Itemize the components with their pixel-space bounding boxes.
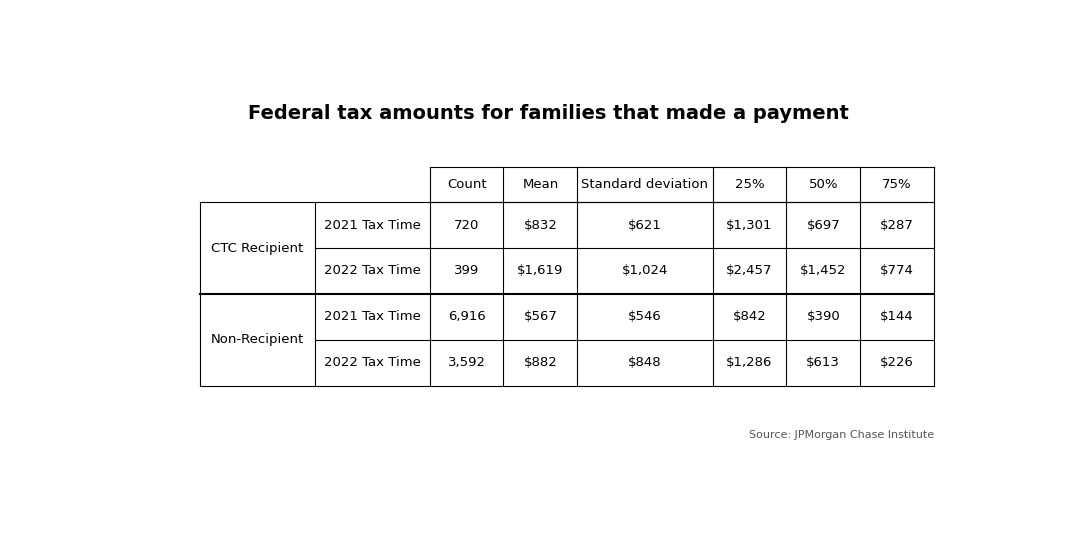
Text: 50%: 50% bbox=[809, 178, 838, 191]
Text: $882: $882 bbox=[523, 356, 557, 369]
Text: Non-Recipient: Non-Recipient bbox=[211, 333, 304, 346]
Text: $842: $842 bbox=[733, 310, 766, 323]
Text: 2021 Tax Time: 2021 Tax Time bbox=[324, 219, 421, 232]
Text: $774: $774 bbox=[881, 264, 914, 278]
Text: 3,592: 3,592 bbox=[447, 356, 486, 369]
Text: Standard deviation: Standard deviation bbox=[581, 178, 708, 191]
Text: 2022 Tax Time: 2022 Tax Time bbox=[324, 356, 421, 369]
Text: $621: $621 bbox=[628, 219, 662, 232]
Text: 75%: 75% bbox=[883, 178, 912, 191]
Text: $848: $848 bbox=[628, 356, 661, 369]
Text: Source: JPMorgan Chase Institute: Source: JPMorgan Chase Institute bbox=[749, 430, 934, 440]
Text: 2021 Tax Time: 2021 Tax Time bbox=[324, 310, 421, 323]
Text: 399: 399 bbox=[454, 264, 479, 278]
Text: $1,452: $1,452 bbox=[800, 264, 846, 278]
Text: $697: $697 bbox=[807, 219, 840, 232]
Text: $287: $287 bbox=[881, 219, 914, 232]
Text: Count: Count bbox=[447, 178, 487, 191]
Text: $546: $546 bbox=[628, 310, 662, 323]
Text: $144: $144 bbox=[881, 310, 914, 323]
Text: $1,619: $1,619 bbox=[517, 264, 564, 278]
Text: $1,286: $1,286 bbox=[727, 356, 773, 369]
Text: $1,024: $1,024 bbox=[622, 264, 668, 278]
Text: $832: $832 bbox=[523, 219, 557, 232]
Text: 6,916: 6,916 bbox=[447, 310, 486, 323]
Text: $226: $226 bbox=[881, 356, 914, 369]
Text: CTC Recipient: CTC Recipient bbox=[212, 241, 304, 255]
Text: Federal tax amounts for families that made a payment: Federal tax amounts for families that ma… bbox=[248, 104, 849, 123]
Text: $613: $613 bbox=[807, 356, 840, 369]
Text: $2,457: $2,457 bbox=[727, 264, 773, 278]
Text: $567: $567 bbox=[523, 310, 557, 323]
Text: $1,301: $1,301 bbox=[727, 219, 773, 232]
Text: $390: $390 bbox=[807, 310, 840, 323]
Text: 2022 Tax Time: 2022 Tax Time bbox=[324, 264, 421, 278]
Text: 25%: 25% bbox=[735, 178, 764, 191]
Text: Mean: Mean bbox=[522, 178, 559, 191]
Text: 720: 720 bbox=[454, 219, 479, 232]
